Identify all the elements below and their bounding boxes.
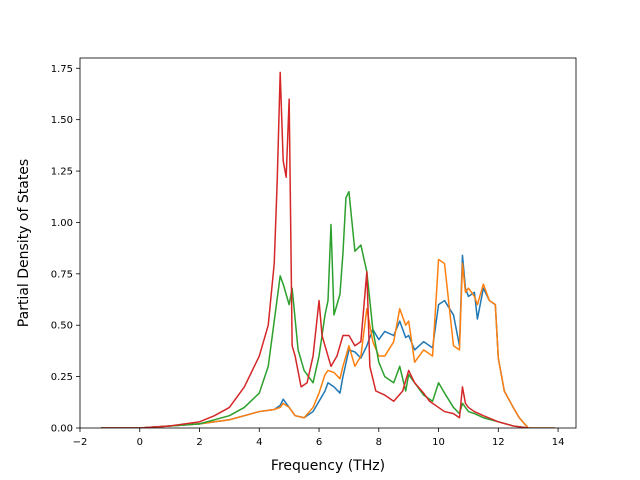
- x-axis-ticks: −2 0 2 4 6 8 10 12 14: [73, 428, 565, 448]
- y-axis-ticks: 0.00 0.25 0.50 0.75 1.00 1.25 1.50 1.75: [51, 64, 80, 435]
- y-tick-label: 1.50: [51, 115, 73, 126]
- x-tick-label: 2: [196, 437, 202, 448]
- y-tick-label: 1.00: [51, 218, 73, 229]
- x-tick-label: 8: [376, 437, 382, 448]
- y-tick-label: 0.25: [51, 372, 73, 383]
- x-tick-label: 12: [492, 437, 505, 448]
- x-tick-label: 4: [256, 437, 262, 448]
- x-tick-label: −2: [73, 437, 88, 448]
- axes-frame: [79, 57, 577, 429]
- series-line-1: [100, 254, 556, 428]
- x-tick-label: 0: [137, 437, 143, 448]
- axes-background: [80, 58, 576, 428]
- x-tick-label: 10: [432, 437, 445, 448]
- series-line-3: [100, 190, 529, 428]
- series-line-2: [100, 258, 556, 428]
- x-tick-label: 14: [552, 437, 565, 448]
- y-tick-label: 0.75: [51, 269, 73, 280]
- x-tick-label: 6: [316, 437, 322, 448]
- plot-area: [80, 58, 576, 428]
- x-axis-label: Frequency (THz): [271, 458, 385, 474]
- y-tick-label: 1.25: [51, 167, 73, 178]
- y-tick-label: 0.50: [51, 321, 73, 332]
- y-axis-label: Partial Density of States: [16, 159, 32, 327]
- series-line-4: [100, 71, 529, 428]
- y-tick-label: 0.00: [51, 424, 73, 435]
- series-layer: [100, 71, 556, 428]
- y-tick-label: 1.75: [51, 64, 73, 75]
